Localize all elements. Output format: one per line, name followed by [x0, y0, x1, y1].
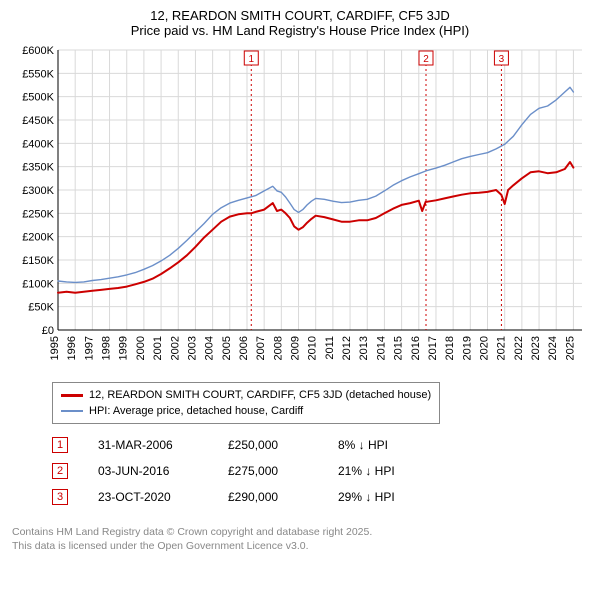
sale-price-2: £275,000 [228, 464, 308, 478]
sales-table: 1 31-MAR-2006 £250,000 8% ↓ HPI 2 03-JUN… [52, 432, 588, 510]
sale-row-1: 1 31-MAR-2006 £250,000 8% ↓ HPI [52, 432, 588, 458]
title-line1: 12, REARDON SMITH COURT, CARDIFF, CF5 3J… [12, 8, 588, 23]
svg-text:£100K: £100K [22, 278, 54, 290]
legend-label-hpi: HPI: Average price, detached house, Card… [89, 403, 303, 419]
sale-marker-1: 1 [52, 437, 68, 453]
legend-swatch-property [61, 394, 83, 397]
svg-text:2011: 2011 [324, 336, 336, 360]
chart-container: 12, REARDON SMITH COURT, CARDIFF, CF5 3J… [0, 0, 600, 518]
svg-text:2014: 2014 [375, 336, 387, 360]
svg-text:2020: 2020 [479, 336, 491, 360]
svg-text:1: 1 [248, 54, 254, 65]
svg-text:1998: 1998 [101, 336, 113, 360]
title-line2: Price paid vs. HM Land Registry's House … [12, 23, 588, 38]
attribution: Contains HM Land Registry data © Crown c… [12, 526, 588, 553]
sale-row-3: 3 23-OCT-2020 £290,000 29% ↓ HPI [52, 484, 588, 510]
svg-text:2004: 2004 [204, 336, 216, 360]
sale-price-1: £250,000 [228, 438, 308, 452]
svg-text:£150K: £150K [22, 255, 54, 267]
svg-text:1996: 1996 [66, 336, 78, 360]
svg-text:2025: 2025 [564, 336, 576, 360]
svg-text:3: 3 [499, 54, 505, 65]
sale-delta-3: 29% ↓ HPI [338, 490, 438, 504]
attribution-line1: Contains HM Land Registry data © Crown c… [12, 526, 588, 540]
svg-text:2015: 2015 [393, 336, 405, 360]
svg-text:£450K: £450K [22, 115, 54, 127]
svg-text:2001: 2001 [152, 336, 164, 360]
line-chart-svg: £0 £50K £100K £150K £200K £250K £300K £350K £400… [12, 44, 588, 374]
legend-item-hpi: HPI: Average price, detached house, Card… [61, 403, 431, 419]
svg-text:2003: 2003 [186, 336, 198, 360]
svg-text:£200K: £200K [22, 232, 54, 244]
svg-text:2019: 2019 [461, 336, 473, 360]
svg-text:2006: 2006 [238, 336, 250, 360]
svg-text:2005: 2005 [221, 336, 233, 360]
svg-text:£250K: £250K [22, 208, 54, 220]
svg-text:2016: 2016 [410, 336, 422, 360]
legend-swatch-hpi [61, 410, 83, 412]
sale-date-2: 03-JUN-2016 [98, 464, 198, 478]
legend-box: 12, REARDON SMITH COURT, CARDIFF, CF5 3J… [52, 382, 440, 424]
svg-text:£350K: £350K [22, 162, 54, 174]
sale-delta-2: 21% ↓ HPI [338, 464, 438, 478]
svg-text:2013: 2013 [358, 336, 370, 360]
sale-price-3: £290,000 [228, 490, 308, 504]
svg-text:2012: 2012 [341, 336, 353, 360]
chart-area: £0 £50K £100K £150K £200K £250K £300K £350K £400… [12, 44, 588, 374]
sale-delta-1: 8% ↓ HPI [338, 438, 438, 452]
svg-text:2009: 2009 [290, 336, 302, 360]
sale-date-1: 31-MAR-2006 [98, 438, 198, 452]
svg-text:2010: 2010 [307, 336, 319, 360]
svg-text:2007: 2007 [255, 336, 267, 360]
svg-text:2022: 2022 [513, 336, 525, 360]
svg-text:2002: 2002 [169, 336, 181, 360]
svg-text:2023: 2023 [530, 336, 542, 360]
svg-text:1995: 1995 [49, 336, 61, 360]
sale-marker-3: 3 [52, 489, 68, 505]
svg-text:£550K: £550K [22, 68, 54, 80]
sale-date-3: 23-OCT-2020 [98, 490, 198, 504]
svg-text:2000: 2000 [135, 336, 147, 360]
svg-text:1999: 1999 [118, 336, 130, 360]
svg-text:£600K: £600K [22, 45, 54, 57]
svg-text:£50K: £50K [28, 302, 54, 314]
svg-text:2021: 2021 [496, 336, 508, 360]
svg-text:1997: 1997 [83, 336, 95, 360]
sale-row-2: 2 03-JUN-2016 £275,000 21% ↓ HPI [52, 458, 588, 484]
svg-text:£0: £0 [42, 325, 54, 337]
svg-text:£500K: £500K [22, 92, 54, 104]
svg-text:2024: 2024 [547, 336, 559, 360]
attribution-line2: This data is licensed under the Open Gov… [12, 540, 588, 554]
svg-text:£300K: £300K [22, 185, 54, 197]
svg-text:2008: 2008 [272, 336, 284, 360]
svg-text:£400K: £400K [22, 138, 54, 150]
legend-item-property: 12, REARDON SMITH COURT, CARDIFF, CF5 3J… [61, 387, 431, 403]
svg-text:2: 2 [423, 54, 429, 65]
legend-label-property: 12, REARDON SMITH COURT, CARDIFF, CF5 3J… [89, 387, 431, 403]
svg-text:2018: 2018 [444, 336, 456, 360]
sale-marker-2: 2 [52, 463, 68, 479]
svg-text:2017: 2017 [427, 336, 439, 360]
